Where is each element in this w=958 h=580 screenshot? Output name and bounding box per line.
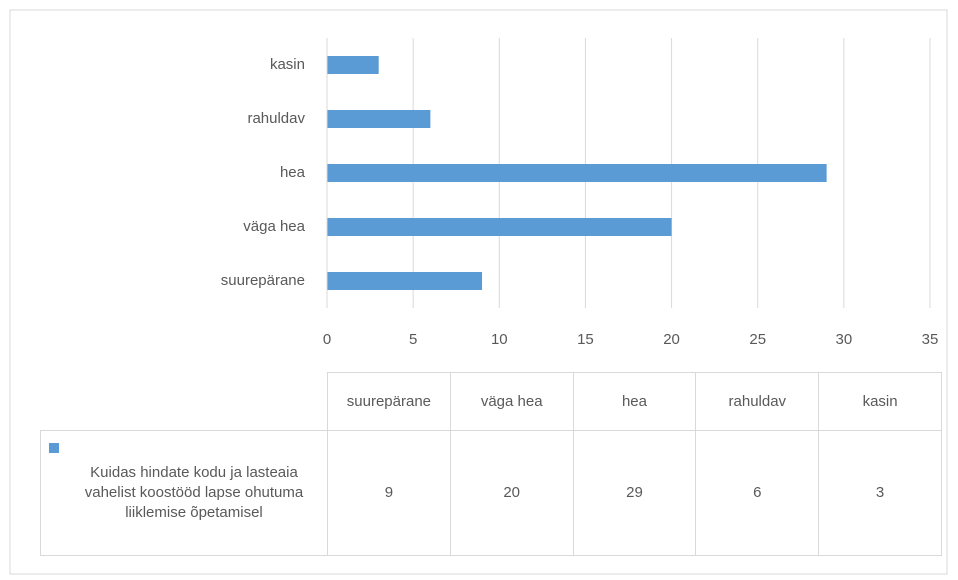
x-tick-label: 25 bbox=[749, 331, 766, 348]
table-value: 29 bbox=[572, 430, 697, 556]
y-tick-label: suurepärane bbox=[221, 272, 305, 289]
table-header: rahuldav bbox=[695, 372, 820, 431]
y-tick-label: kasin bbox=[270, 56, 305, 73]
x-tick-label: 35 bbox=[922, 331, 939, 348]
x-tick-label: 15 bbox=[577, 331, 594, 348]
x-tick-label: 10 bbox=[491, 331, 508, 348]
table-value: 6 bbox=[695, 430, 820, 556]
bar bbox=[327, 164, 827, 182]
bar bbox=[327, 56, 379, 74]
table-header: hea bbox=[572, 372, 697, 431]
chart-border bbox=[9, 9, 948, 575]
table-legend: Kuidas hindate kodu ja lasteaia vahelist… bbox=[40, 430, 328, 556]
x-tick-label: 30 bbox=[836, 331, 853, 348]
table-header: väga hea bbox=[449, 372, 574, 431]
table-value: 20 bbox=[449, 430, 574, 556]
y-tick-label: hea bbox=[280, 164, 306, 181]
table-header: kasin bbox=[818, 372, 942, 431]
x-tick-label: 20 bbox=[663, 331, 680, 348]
legend-text: Kuidas hindate kodu ja lasteaia vahelist… bbox=[84, 464, 304, 521]
x-tick-label: 0 bbox=[323, 331, 331, 348]
table-value: 3 bbox=[818, 430, 942, 556]
table-header: suurepärane bbox=[327, 372, 451, 431]
x-tick-label: 5 bbox=[409, 331, 417, 348]
legend-key bbox=[49, 443, 59, 453]
y-tick-label: väga hea bbox=[243, 218, 305, 235]
table-value: 9 bbox=[327, 430, 451, 556]
bar bbox=[327, 110, 431, 128]
y-tick-label: rahuldav bbox=[247, 110, 305, 127]
bar bbox=[327, 218, 672, 236]
bar bbox=[327, 272, 483, 290]
